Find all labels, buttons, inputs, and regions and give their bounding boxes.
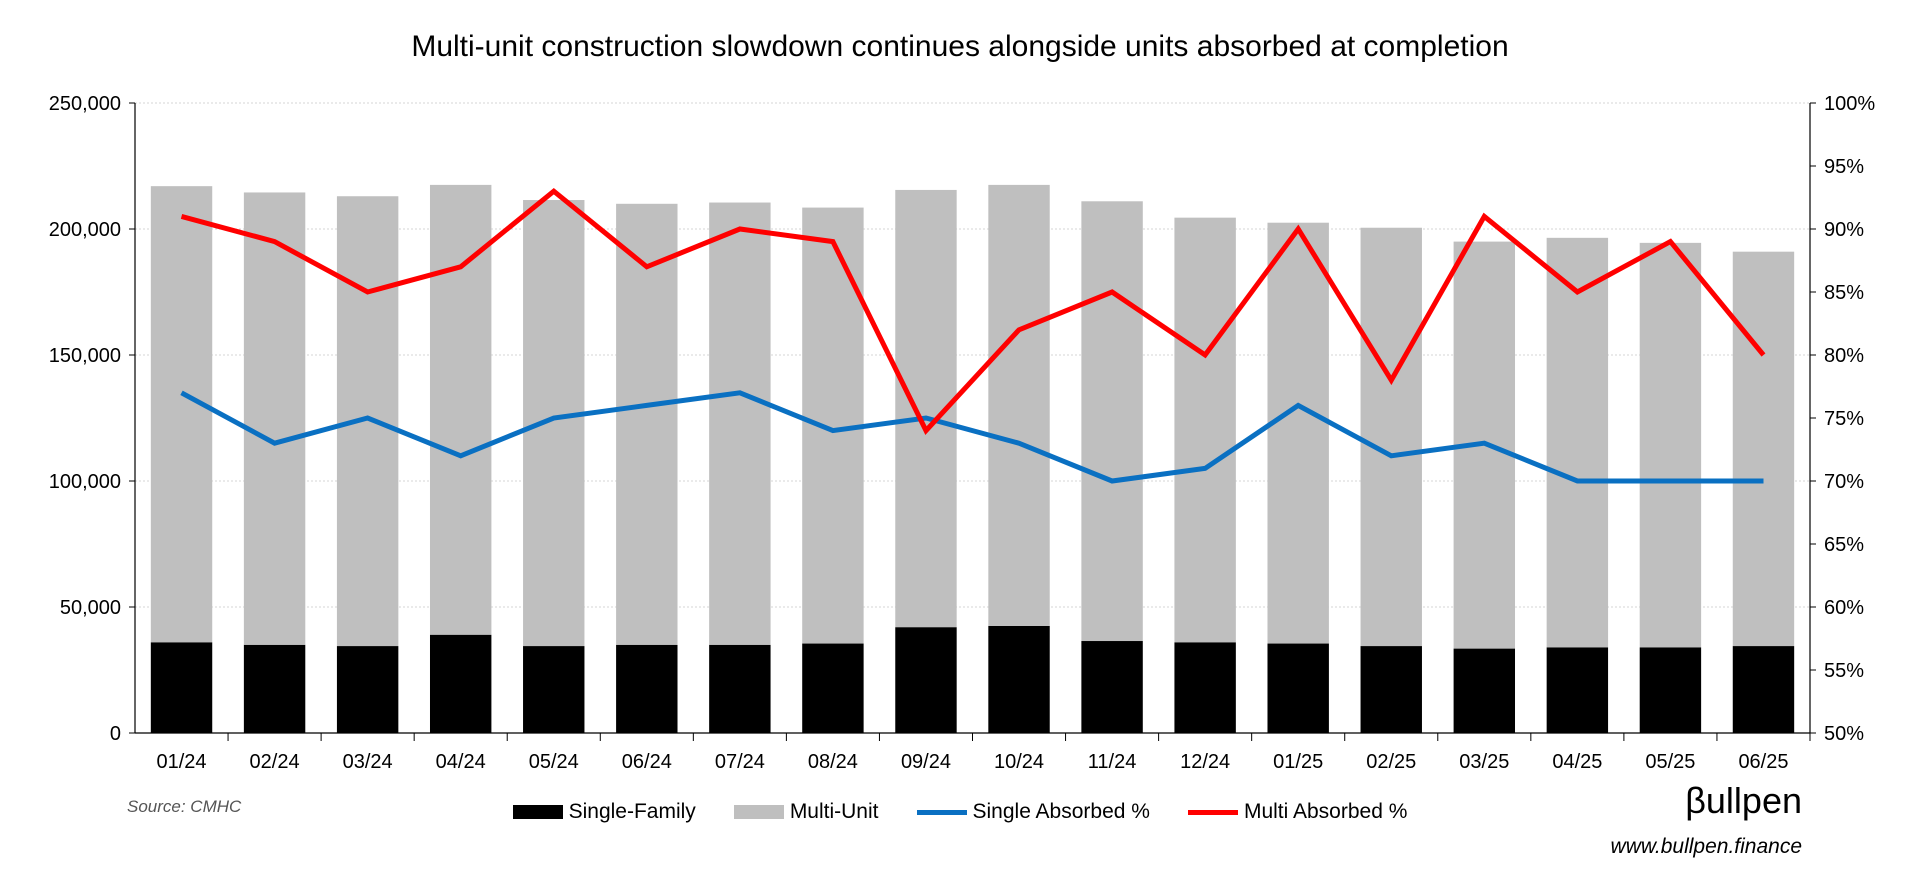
bar-single-family [1360,646,1422,733]
bar-single-family [336,646,399,733]
bar-single-family [1081,641,1143,733]
legend-label-single-family: Single-Family [568,800,696,823]
right-tick-label: 90% [1824,219,1864,241]
bars [150,184,1795,733]
bar-single-family [988,625,1050,733]
bar-single-family [1639,647,1702,733]
left-tick-label: 150,000 [49,345,121,367]
left-tick-label: 50,000 [60,597,121,619]
x-tick-label: 02/25 [1366,751,1416,773]
right-tick-label: 95% [1824,156,1864,178]
bar-multi-unit [709,202,771,645]
website-link[interactable]: www.bullpen.finance [1610,835,1802,858]
legend-item-multi-absorbed: Multi Absorbed % [1187,800,1408,824]
x-tick-label: 04/24 [436,751,486,773]
legend: Single-Family Multi-Unit Single Absorbed… [0,800,1920,824]
x-tick-label: 07/24 [715,751,765,773]
bar-multi-unit [1546,237,1609,648]
x-tick-label: 05/24 [529,751,579,773]
legend-label-single-absorbed: Single Absorbed % [972,800,1150,823]
x-tick-label: 05/25 [1645,751,1695,773]
bar-multi-unit [1639,242,1702,648]
axes [129,102,1816,741]
bar-single-family [1453,648,1516,733]
x-tick-label: 03/24 [343,751,393,773]
bar-multi-unit [336,196,399,647]
bar-multi-unit [1360,227,1422,647]
x-tick-label: 06/25 [1738,751,1788,773]
bar-single-family [429,634,492,733]
right-tick-label: 50% [1824,723,1864,745]
bar-multi-unit [523,200,585,647]
bar-single-family [1732,646,1795,733]
bar-multi-unit [1081,201,1143,642]
bar-multi-unit [429,184,492,635]
x-tick-label: 08/24 [808,751,858,773]
x-tick-label: 10/24 [994,751,1044,773]
legend-item-multi-unit: Multi-Unit [733,800,879,824]
x-tick-label: 01/25 [1273,751,1323,773]
legend-swatch-multi-absorbed [1187,809,1238,815]
source-note: Source: CMHC [127,797,242,816]
right-tick-label: 55% [1824,660,1864,682]
legend-swatch-single-family [512,805,563,819]
right-tick-label: 65% [1824,534,1864,556]
bar-single-family [523,646,585,733]
right-tick-label: 60% [1824,597,1864,619]
x-tick-label: 04/25 [1552,751,1602,773]
right-tick-label: 100% [1824,93,1875,115]
x-tick-label: 12/24 [1180,751,1230,773]
bar-multi-unit [1174,217,1236,643]
x-tick-label: 02/24 [250,751,300,773]
left-tick-label: 0 [110,723,121,745]
bar-multi-unit [243,192,306,645]
legend-swatch-multi-unit [733,805,784,819]
legend-label-multi-absorbed: Multi Absorbed % [1243,800,1408,823]
left-tick-label: 200,000 [49,219,121,241]
bar-single-family [616,644,678,733]
right-tick-label: 75% [1824,408,1864,430]
bar-single-family [1174,642,1236,733]
bar-multi-unit [1732,251,1795,647]
bar-single-family [1546,647,1609,733]
left-tick-label: 100,000 [49,471,121,493]
right-tick-label: 80% [1824,345,1864,367]
bar-single-family [895,627,957,733]
bar-single-family [150,642,213,733]
left-tick-label: 250,000 [49,93,121,115]
x-tick-label: 01/24 [156,751,206,773]
lines [180,187,1766,484]
x-tick-label: 06/24 [622,751,672,773]
bar-single-family [1267,643,1329,733]
bar-multi-unit [1267,222,1329,644]
tick-labels: 0 50,000 100,000 150,000 200,000 250,000 50% 55… [49,93,1876,773]
x-tick-label: 09/24 [901,751,951,773]
bullpen-logo: βullpen [1685,780,1802,821]
legend-label-multi-unit: Multi-Unit [789,800,879,823]
x-tick-label: 03/25 [1459,751,1509,773]
bar-single-family [802,643,864,733]
legend-swatch-single-absorbed [916,809,967,815]
legend-item-single-absorbed: Single Absorbed % [916,800,1150,824]
right-tick-label: 70% [1824,471,1864,493]
bar-multi-unit [616,203,678,645]
bar-multi-unit [988,184,1050,626]
right-tick-label: 85% [1824,282,1864,304]
legend-item-single-family: Single-Family [512,800,696,824]
line-multi-absorbed [180,187,1766,435]
gridlines [135,102,1810,608]
bar-multi-unit [150,186,213,643]
x-tick-label: 11/24 [1088,751,1137,773]
line-single-absorbed [180,390,1764,484]
bar-single-family [709,644,771,733]
chart-title: Multi-unit construction slowdown continu… [411,30,1509,63]
bar-single-family [243,644,306,733]
